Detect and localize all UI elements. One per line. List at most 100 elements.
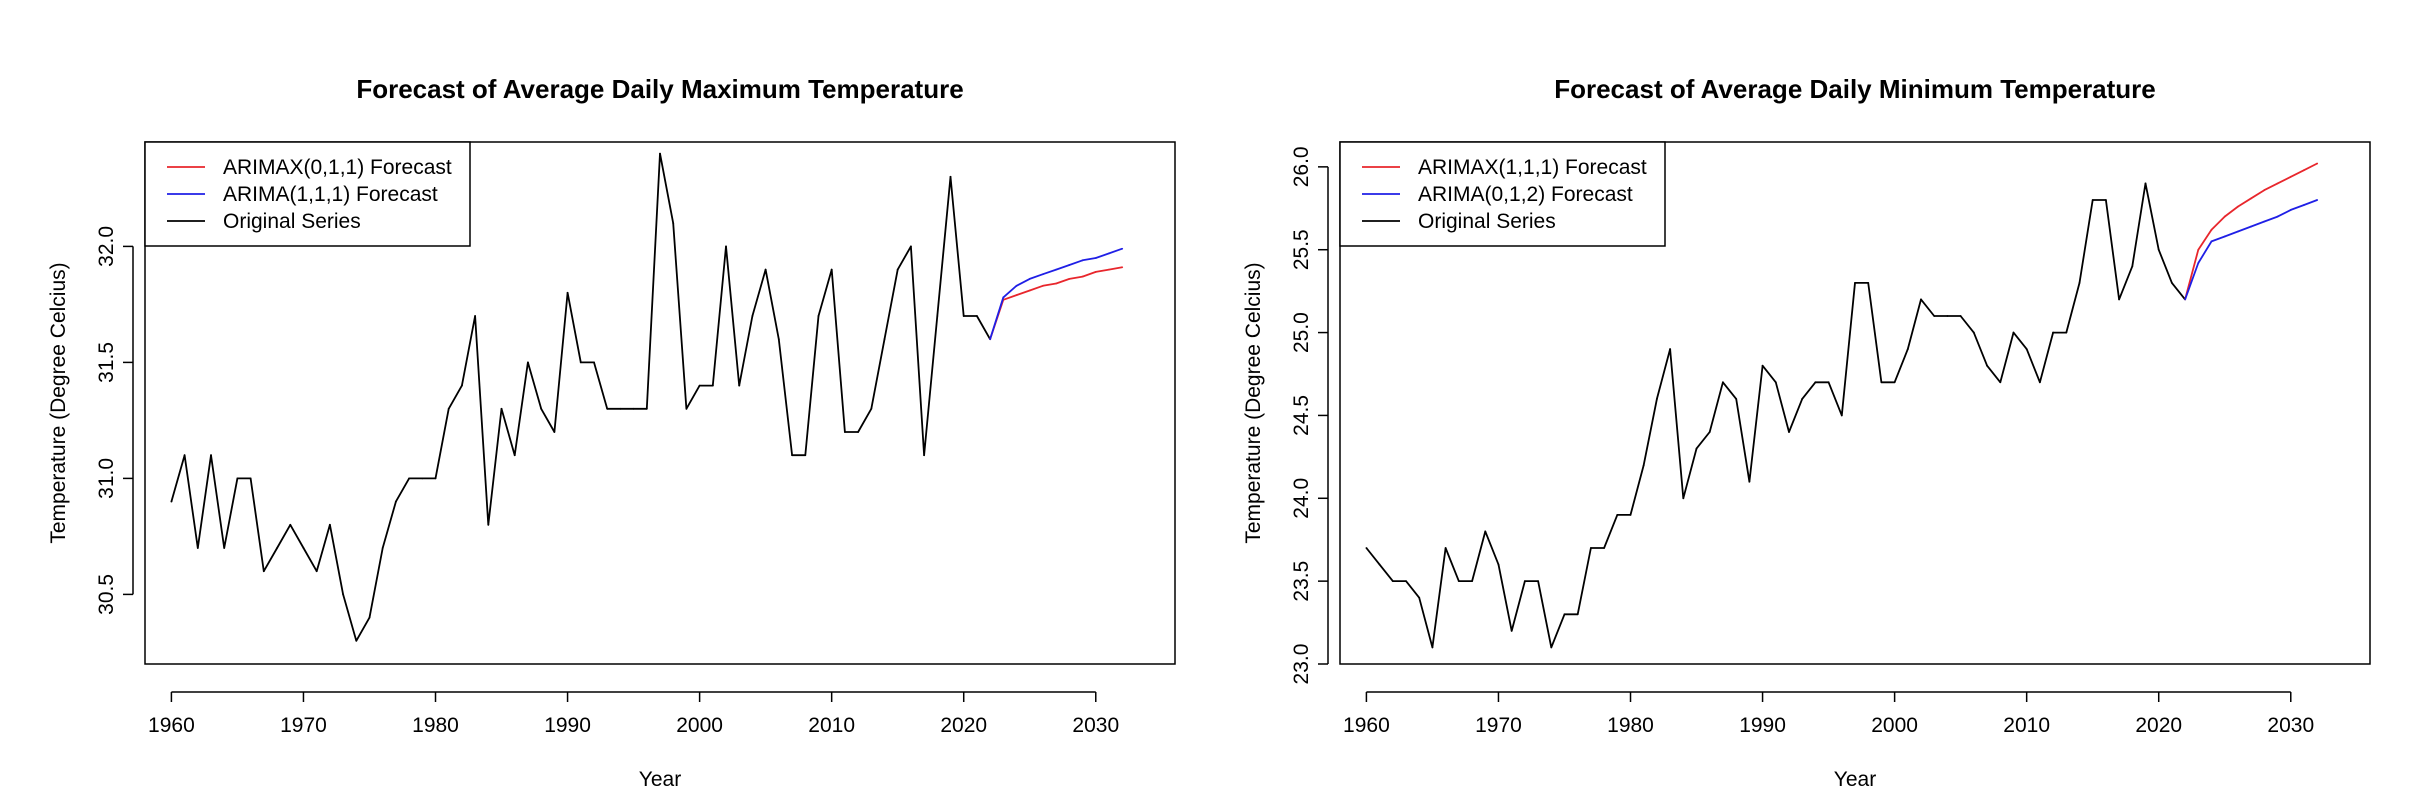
plot-frame	[1339, 141, 2371, 665]
data-point	[210, 454, 212, 457]
data-point	[2065, 331, 2068, 334]
x-tick-label: 2030	[2267, 714, 2314, 737]
data-point	[1827, 381, 1830, 384]
data-point	[883, 338, 886, 341]
data-point	[2237, 230, 2239, 233]
data-point	[1081, 259, 1084, 262]
data-point	[2078, 281, 2081, 284]
data-point	[949, 175, 952, 178]
data-point	[394, 500, 397, 503]
data-point	[1431, 646, 1434, 649]
data-point	[1015, 284, 1018, 287]
data-point	[461, 384, 463, 387]
chart-title: Forecast of Average Daily Maximum Temper…	[356, 74, 963, 104]
x-tick-label: 2000	[676, 714, 723, 737]
data-point	[1748, 480, 1751, 483]
y-tick-label: 23.5	[1290, 561, 1313, 602]
data-point	[1788, 431, 1790, 433]
min-temp-chart: Forecast of Average Daily Minimum Temper…	[1242, 74, 2371, 791]
legend: ARIMAX(0,1,1) Forecast ARIMA(1,1,1) Forec…	[144, 141, 471, 247]
data-point	[976, 315, 978, 317]
y-tick-label: 25.5	[1290, 229, 1313, 270]
data-point	[923, 454, 926, 457]
data-point	[2012, 331, 2015, 334]
data-point	[513, 454, 516, 457]
data-point	[2052, 331, 2054, 334]
data-point	[434, 477, 437, 480]
data-point	[183, 454, 186, 457]
data-point	[447, 407, 450, 410]
data-point	[659, 152, 661, 155]
data-point	[1550, 646, 1553, 649]
data-point	[527, 361, 529, 364]
data-point	[1471, 580, 1473, 583]
data-point	[725, 245, 727, 248]
data-point	[2038, 381, 2041, 384]
data-point	[1880, 381, 1883, 384]
data-point	[2197, 248, 2200, 251]
data-point	[408, 477, 411, 480]
data-point	[1708, 431, 1711, 433]
y-tick-label: 25.0	[1290, 312, 1313, 353]
data-point	[936, 315, 939, 317]
x-tick-label: 2030	[1072, 714, 1119, 737]
x-tick-label: 1990	[1739, 714, 1786, 737]
data-point	[1015, 294, 1018, 297]
data-point	[1028, 289, 1031, 292]
data-point	[315, 570, 318, 573]
data-point	[2250, 197, 2253, 200]
data-point	[2316, 162, 2319, 165]
data-point	[1603, 547, 1606, 549]
data-point	[2263, 220, 2266, 223]
data-point	[672, 222, 675, 225]
data-point	[1867, 281, 1870, 284]
data-point	[2223, 235, 2226, 238]
data-point	[1094, 271, 1097, 273]
plot-frame	[144, 141, 1176, 665]
data-point	[474, 315, 477, 317]
data-point	[1906, 348, 1909, 351]
legend-label: Original Series	[1418, 210, 1556, 233]
x-tick-label: 1980	[1607, 714, 1654, 737]
data-point	[196, 547, 199, 549]
data-point	[1121, 266, 1124, 269]
data-point	[1999, 381, 2002, 384]
x-tick-label: 2010	[808, 714, 855, 737]
y-axis-label: Temperature (Degree Celcius)	[47, 262, 70, 543]
data-point	[1028, 277, 1031, 280]
data-point	[1055, 268, 1058, 271]
data-point	[2144, 182, 2147, 185]
data-point	[1656, 397, 1658, 400]
data-point	[791, 454, 793, 457]
data-point	[1933, 315, 1936, 317]
data-point	[817, 315, 820, 317]
data-point	[1391, 580, 1394, 583]
data-point	[1761, 364, 1764, 367]
y-axis-label: Temperature (Degree Celcius)	[1242, 262, 1265, 543]
data-point	[1108, 252, 1110, 255]
data-point	[2303, 169, 2305, 172]
y-tick-label: 30.5	[95, 574, 118, 615]
data-point	[1537, 580, 1539, 583]
series-line-arima-1-1-1-forecast	[989, 247, 1123, 340]
data-point	[1616, 513, 1619, 516]
y-tick-label: 31.5	[95, 342, 118, 383]
data-point	[236, 477, 239, 480]
x-tick-label: 1970	[1475, 714, 1522, 737]
legend-label: Original Series	[223, 210, 361, 233]
data-point	[857, 431, 859, 433]
x-tick-label: 1980	[412, 714, 459, 737]
x-tick-label: 2020	[2135, 714, 2182, 737]
data-point	[1068, 277, 1071, 280]
data-point	[368, 616, 371, 619]
data-point	[1002, 296, 1005, 299]
data-point	[1642, 464, 1645, 467]
data-point	[1972, 331, 1975, 334]
data-point	[2184, 298, 2187, 301]
data-point	[1108, 268, 1110, 271]
series-line-arimax-1-1-1-forecast	[2184, 162, 2318, 300]
data-point	[249, 477, 252, 480]
data-point	[2303, 204, 2305, 206]
data-point	[1068, 264, 1071, 266]
